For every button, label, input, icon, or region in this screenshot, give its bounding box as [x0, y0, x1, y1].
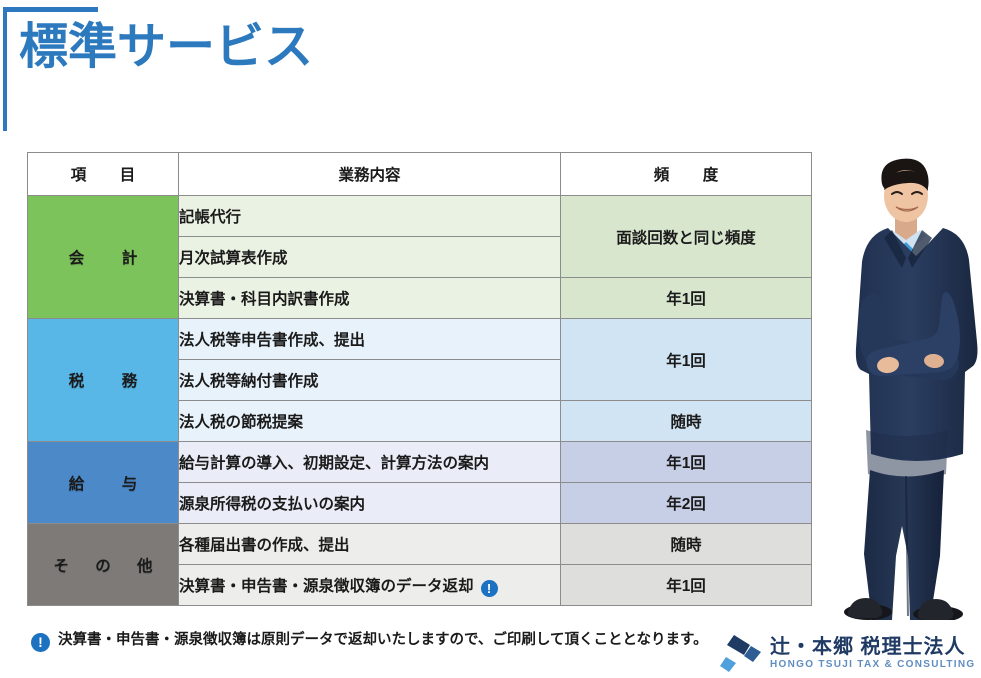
company-logo: 辻・本郷 税理士法人 HONGO TSUJI TAX & CONSULTING	[718, 630, 981, 676]
footnote: ! 決算書・申告書・源泉徴収簿は原則データで返却いたしますので、ご印刷して頂くこと…	[31, 628, 708, 652]
frequency-cell: 随時	[560, 523, 812, 565]
frequency-cell: 年1回	[560, 564, 812, 606]
logo-text-block: 辻・本郷 税理士法人 HONGO TSUJI TAX & CONSULTING	[770, 636, 975, 671]
standard-service-table: 項 目 業務内容 頻 度 会 計 記帳代行 面談回数と同じ頻度 月次試算表作成 …	[27, 152, 812, 606]
table-row: 決算書・科目内訳書作成 年1回	[28, 277, 812, 319]
table-row: 源泉所得税の支払いの案内 年2回	[28, 482, 812, 524]
businessman-photo	[826, 150, 981, 620]
table-row: 会 計 記帳代行 面談回数と同じ頻度	[27, 195, 812, 319]
alert-exclamation-icon: !	[31, 633, 50, 652]
table-row: 法人税の節税提案 随時	[28, 400, 812, 442]
table-row: 税 務 法人税等申告書作成、提出 年1回	[27, 318, 812, 442]
frequency-cell: 年1回	[560, 318, 812, 401]
logo-diamond-mark-icon	[718, 633, 764, 673]
logo-company-subtitle: HONGO TSUJI TAX & CONSULTING	[770, 658, 976, 670]
category-cell-accounting: 会 計	[27, 195, 179, 319]
title-area: 標準サービス	[0, 0, 360, 140]
category-cell-payroll: 給 与	[27, 441, 179, 524]
task-cell: 源泉所得税の支払いの案内	[178, 482, 561, 524]
category-cell-other: そ の 他	[27, 523, 179, 606]
category-cell-tax: 税 務	[27, 318, 179, 442]
corner-bracket-horizontal-rule	[3, 7, 98, 12]
frequency-cell: 年1回	[560, 441, 812, 483]
frequency-cell: 年1回	[560, 277, 812, 319]
table-row: 法人税等納付書作成	[28, 359, 812, 401]
footnote-text: 決算書・申告書・源泉徴収簿は原則データで返却いたしますので、ご印刷して頂くことと…	[58, 632, 708, 648]
task-cell: 記帳代行	[178, 195, 561, 237]
column-header-category: 項 目	[27, 152, 179, 196]
table-row: 決算書・申告書・源泉徴収簿のデータ返却! 年1回	[28, 564, 812, 606]
column-header-task: 業務内容	[178, 152, 561, 196]
task-cell: 決算書・科目内訳書作成	[178, 277, 561, 319]
logo-company-name: 辻・本郷 税理士法人	[770, 635, 966, 658]
frequency-cell: 面談回数と同じ頻度	[560, 195, 812, 278]
alert-exclamation-icon: !	[480, 579, 498, 597]
task-label: 決算書・申告書・源泉徴収簿のデータ返却	[179, 577, 474, 595]
task-cell: 法人税の節税提案	[178, 400, 561, 442]
task-cell: 法人税等申告書作成、提出	[178, 318, 561, 360]
table-row: 給 与 給与計算の導入、初期設定、計算方法の案内 年1回	[27, 441, 812, 524]
column-header-frequency: 頻 度	[560, 152, 812, 196]
task-cell: 月次試算表作成	[178, 236, 561, 278]
corner-bracket-vertical-rule	[3, 7, 7, 131]
task-cell: 法人税等納付書作成	[178, 359, 561, 401]
task-cell: 決算書・申告書・源泉徴収簿のデータ返却!	[178, 564, 561, 606]
task-cell: 給与計算の導入、初期設定、計算方法の案内	[178, 441, 561, 483]
task-cell: 各種届出書の作成、提出	[178, 523, 561, 565]
page-title: 標準サービス	[19, 20, 314, 74]
table-row: 月次試算表作成	[28, 236, 812, 278]
table-row: そ の 他 各種届出書の作成、提出 随時	[27, 523, 812, 606]
table-header-row: 項 目 業務内容 頻 度	[27, 152, 812, 196]
frequency-cell: 随時	[560, 400, 812, 442]
frequency-cell: 年2回	[560, 482, 812, 524]
